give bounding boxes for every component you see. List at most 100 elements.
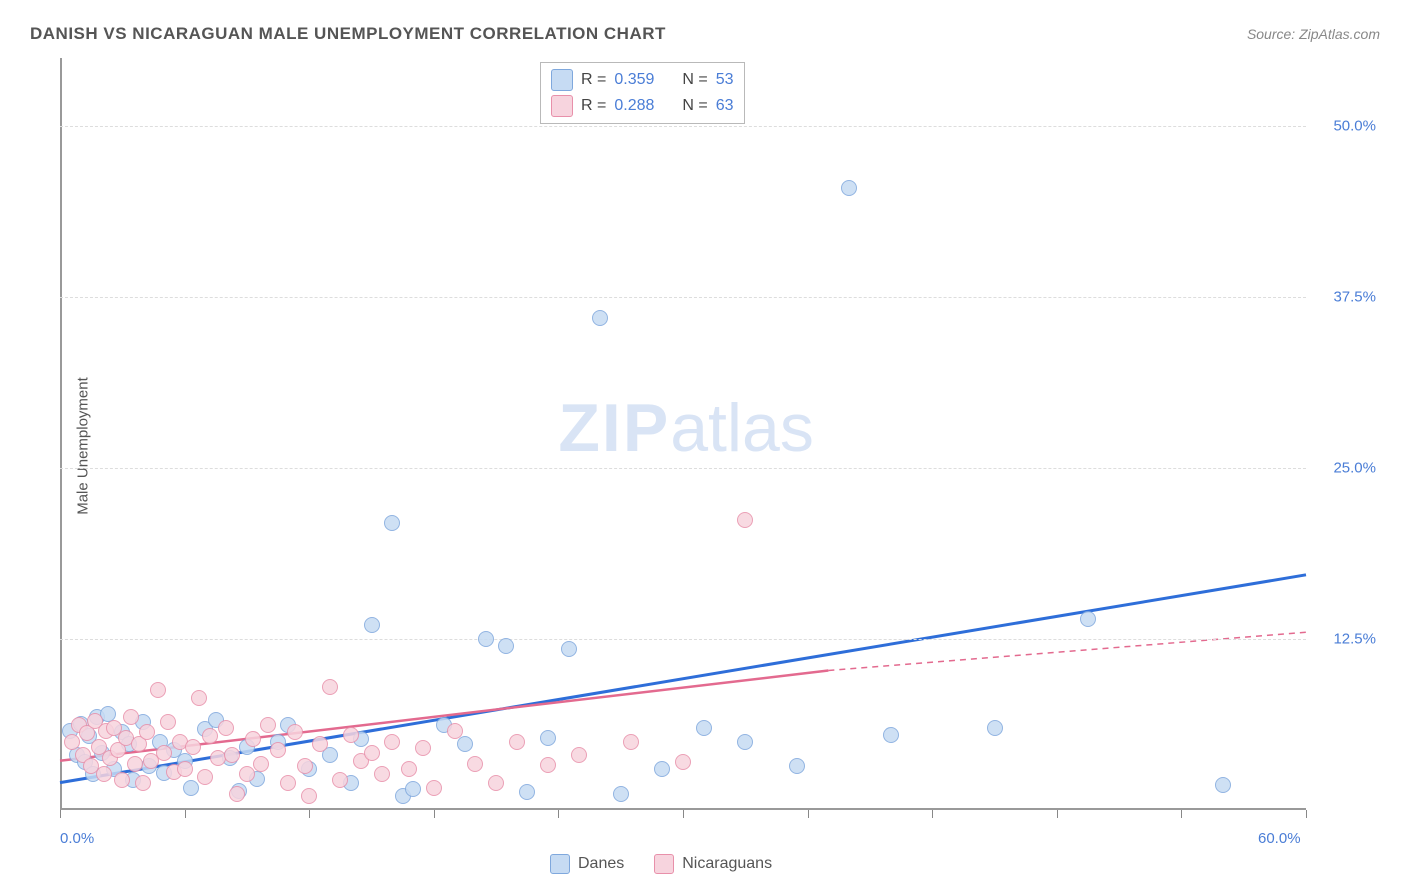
legend-item-danes: Danes xyxy=(550,854,624,874)
scatter-point-danes xyxy=(737,734,753,750)
scatter-point-nicaraguans xyxy=(224,747,240,763)
y-tick-label: 12.5% xyxy=(1316,631,1376,648)
chart-container: DANISH VS NICARAGUAN MALE UNEMPLOYMENT C… xyxy=(0,0,1406,892)
scatter-point-nicaraguans xyxy=(270,742,286,758)
legend-swatch-danes xyxy=(551,69,573,91)
x-tick xyxy=(558,810,559,818)
scatter-point-nicaraguans xyxy=(540,757,556,773)
scatter-point-nicaraguans xyxy=(197,769,213,785)
scatter-point-nicaraguans xyxy=(343,727,359,743)
scatter-point-nicaraguans xyxy=(150,682,166,698)
n-label: N = xyxy=(682,71,707,89)
x-tick xyxy=(434,810,435,818)
r-label: R = xyxy=(581,97,606,115)
gridline xyxy=(60,468,1306,469)
scatter-point-nicaraguans xyxy=(623,734,639,750)
scatter-point-nicaraguans xyxy=(96,766,112,782)
scatter-point-nicaraguans xyxy=(202,728,218,744)
scatter-point-danes xyxy=(883,727,899,743)
gridline xyxy=(60,639,1306,640)
legend-swatch-nicaraguans xyxy=(654,854,674,874)
scatter-point-danes xyxy=(478,631,494,647)
legend-item-nicaraguans: Nicaraguans xyxy=(654,854,772,874)
legend-stats: R = 0.359 N = 53 R = 0.288 N = 63 xyxy=(540,62,745,124)
scatter-point-nicaraguans xyxy=(301,788,317,804)
x-max-label: 60.0% xyxy=(1258,830,1301,847)
scatter-point-danes xyxy=(987,720,1003,736)
scatter-point-nicaraguans xyxy=(401,761,417,777)
scatter-point-nicaraguans xyxy=(191,690,207,706)
scatter-point-nicaraguans xyxy=(280,775,296,791)
scatter-point-nicaraguans xyxy=(737,512,753,528)
r-value: 0.359 xyxy=(614,71,654,89)
legend-stat-row-nicaraguans: R = 0.288 N = 63 xyxy=(551,93,734,119)
scatter-point-danes xyxy=(498,638,514,654)
scatter-point-nicaraguans xyxy=(245,731,261,747)
scatter-point-danes xyxy=(1215,777,1231,793)
y-tick-label: 50.0% xyxy=(1316,118,1376,135)
scatter-point-nicaraguans xyxy=(374,766,390,782)
gridline xyxy=(60,126,1306,127)
gridline xyxy=(60,297,1306,298)
n-label: N = xyxy=(682,97,707,115)
scatter-point-nicaraguans xyxy=(185,739,201,755)
x-tick xyxy=(683,810,684,818)
r-value: 0.288 xyxy=(614,97,654,115)
scatter-point-nicaraguans xyxy=(675,754,691,770)
scatter-point-danes xyxy=(841,180,857,196)
scatter-point-danes xyxy=(592,310,608,326)
x-tick xyxy=(1181,810,1182,818)
scatter-point-danes xyxy=(384,515,400,531)
chart-title: DANISH VS NICARAGUAN MALE UNEMPLOYMENT C… xyxy=(30,24,666,44)
plot-area: ZIPatlas 12.5%25.0%37.5%50.0% xyxy=(60,58,1306,810)
scatter-point-nicaraguans xyxy=(467,756,483,772)
scatter-point-danes xyxy=(540,730,556,746)
scatter-point-nicaraguans xyxy=(135,775,151,791)
scatter-point-nicaraguans xyxy=(64,734,80,750)
scatter-point-nicaraguans xyxy=(239,766,255,782)
scatter-point-nicaraguans xyxy=(253,756,269,772)
y-tick-label: 25.0% xyxy=(1316,460,1376,477)
legend-swatch-danes xyxy=(550,854,570,874)
trend-lines xyxy=(60,58,1306,810)
scatter-point-nicaraguans xyxy=(139,724,155,740)
scatter-point-nicaraguans xyxy=(287,724,303,740)
scatter-point-nicaraguans xyxy=(218,720,234,736)
scatter-point-danes xyxy=(696,720,712,736)
scatter-point-danes xyxy=(457,736,473,752)
scatter-point-nicaraguans xyxy=(426,780,442,796)
scatter-point-nicaraguans xyxy=(447,723,463,739)
n-value: 63 xyxy=(716,97,734,115)
x-tick xyxy=(1057,810,1058,818)
scatter-point-danes xyxy=(364,617,380,633)
scatter-point-danes xyxy=(561,641,577,657)
y-tick-label: 37.5% xyxy=(1316,289,1376,306)
x-tick xyxy=(808,810,809,818)
scatter-point-nicaraguans xyxy=(260,717,276,733)
x-min-label: 0.0% xyxy=(60,830,94,847)
scatter-point-nicaraguans xyxy=(127,756,143,772)
scatter-point-nicaraguans xyxy=(210,750,226,766)
scatter-point-nicaraguans xyxy=(312,736,328,752)
scatter-point-danes xyxy=(789,758,805,774)
scatter-point-nicaraguans xyxy=(332,772,348,788)
scatter-point-nicaraguans xyxy=(229,786,245,802)
legend-series: Danes Nicaraguans xyxy=(550,854,772,874)
r-label: R = xyxy=(581,71,606,89)
scatter-point-nicaraguans xyxy=(364,745,380,761)
scatter-point-danes xyxy=(1080,611,1096,627)
scatter-point-danes xyxy=(183,780,199,796)
trend-line-ext-nicaraguans xyxy=(828,632,1306,670)
scatter-point-nicaraguans xyxy=(415,740,431,756)
scatter-point-nicaraguans xyxy=(160,714,176,730)
scatter-point-nicaraguans xyxy=(571,747,587,763)
scatter-point-danes xyxy=(519,784,535,800)
n-value: 53 xyxy=(716,71,734,89)
legend-label: Nicaraguans xyxy=(682,855,772,873)
x-tick xyxy=(932,810,933,818)
scatter-point-nicaraguans xyxy=(509,734,525,750)
scatter-point-danes xyxy=(613,786,629,802)
x-tick xyxy=(1306,810,1307,818)
scatter-point-danes xyxy=(654,761,670,777)
scatter-point-nicaraguans xyxy=(156,745,172,761)
